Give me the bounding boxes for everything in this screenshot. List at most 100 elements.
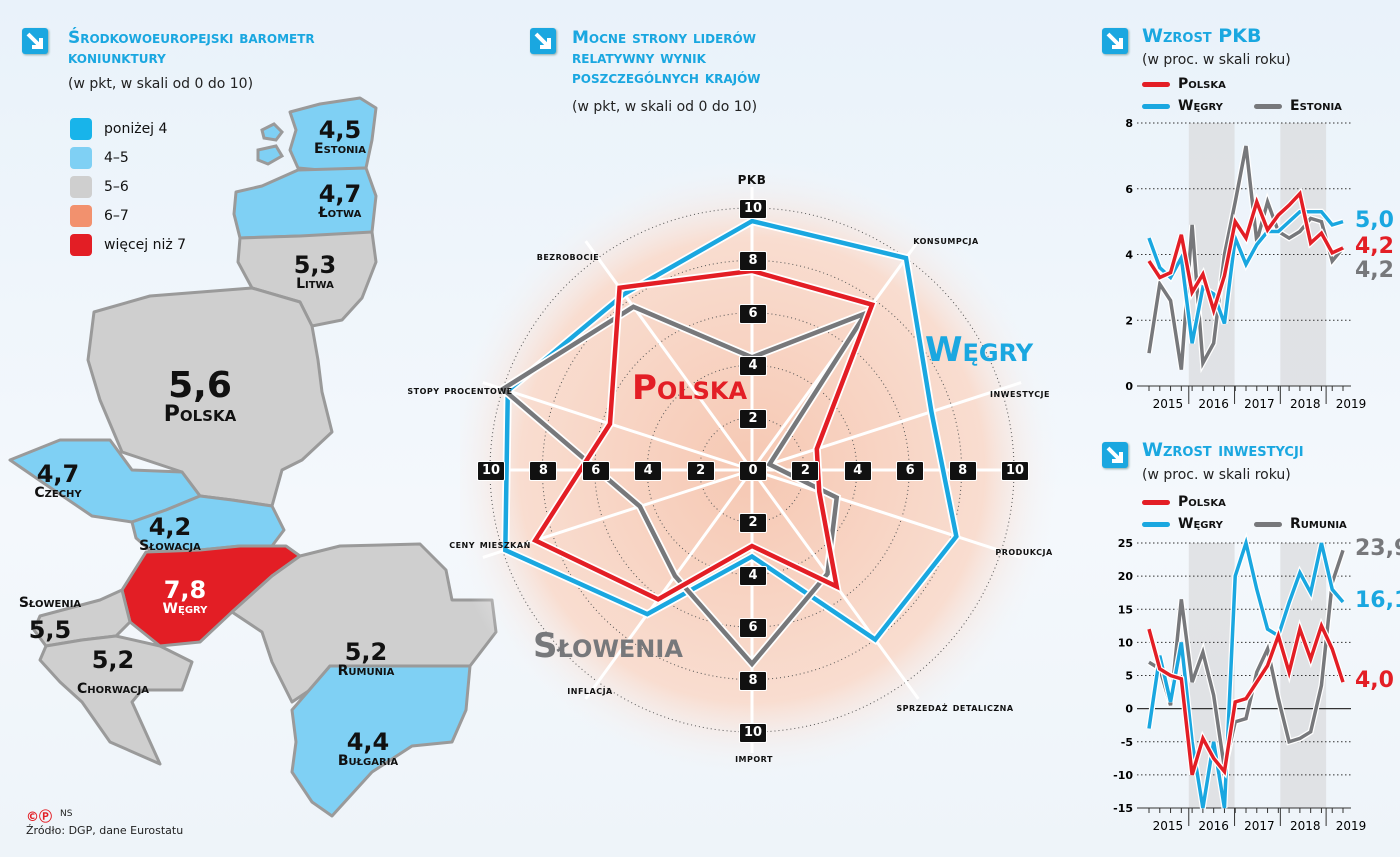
country-value: 4,5 xyxy=(318,116,362,144)
country-label: 5,2 Rumunia xyxy=(306,640,426,678)
radar-spoke xyxy=(751,468,1022,559)
country-name: Rumunia xyxy=(337,663,395,679)
country-value: 5,2 xyxy=(91,646,135,674)
country-chorwacja xyxy=(38,634,194,766)
x-tick-label: 2016 xyxy=(1198,819,1229,833)
x-tick-label: 2019 xyxy=(1336,397,1367,411)
legend-swatch xyxy=(70,176,92,198)
radar-tick-label: 4 xyxy=(843,461,872,481)
end-value-label: 4,2 xyxy=(1355,233,1394,259)
legend-item: 5–6 xyxy=(70,176,129,198)
x-tick-label: 2018 xyxy=(1290,819,1321,833)
country-value: 4,7 xyxy=(36,460,80,488)
legend-label: 6–7 xyxy=(104,208,129,224)
country-name: Bułgaria xyxy=(337,753,399,769)
country-label: 4,7 Czechy xyxy=(0,462,118,500)
line-series-polska xyxy=(1147,621,1345,776)
arrow-icon xyxy=(530,28,556,54)
line-series-rumunia xyxy=(1148,549,1345,769)
map-title: Środkowoeuropejski barometr koniunktury xyxy=(68,28,315,68)
radar-axis-label: konsumpcja xyxy=(913,233,979,247)
radar-spoke xyxy=(482,381,753,472)
map-subtitle: (w pkt, w skali od 0 do 10) xyxy=(68,76,254,92)
country-label: 5,6 Polska xyxy=(140,368,260,426)
country-name: Węgry xyxy=(162,601,208,617)
line-series-węgry xyxy=(1147,536,1345,809)
source-note: Źródło: DGP, dane Eurostatu xyxy=(26,824,184,837)
legend-label: więcej niż 7 xyxy=(104,237,187,253)
radar-tick-label: 2 xyxy=(739,408,767,429)
gdp-chart-subtitle: (w proc. w skali roku) xyxy=(1142,52,1291,68)
radar-tick-label: 4 xyxy=(739,356,767,377)
gdp-chart: 8 6 4 2 0 2015 2016 2017 2018 2019 xyxy=(1125,117,1367,411)
radar-tick-label: 2 xyxy=(739,513,767,534)
radar-axis-label: inflacja xyxy=(567,683,613,697)
radar-spoke xyxy=(751,381,1022,472)
legend-entry: Estonia xyxy=(1254,98,1342,114)
country-value: 4,2 xyxy=(148,513,192,541)
legend-line-icon xyxy=(1142,103,1170,109)
x-tick-label: 2017 xyxy=(1244,819,1275,833)
x-tick-label: 2015 xyxy=(1153,397,1184,411)
legend-item: 6–7 xyxy=(70,205,129,227)
map-title-line2: koniunktury xyxy=(68,48,166,68)
country-label: 4,7 Łotwa xyxy=(280,182,400,220)
legend-line-icon xyxy=(1254,521,1282,527)
legend-label: poniżej 4 xyxy=(104,121,168,137)
legend-swatch xyxy=(70,147,92,169)
country-name: Słowenia xyxy=(18,595,82,611)
legend-label: Polska xyxy=(1178,76,1226,92)
radar-tick-label: 2 xyxy=(686,461,715,481)
radar-tick-label: 10 xyxy=(739,199,767,219)
country-name: Polska xyxy=(163,402,237,427)
country-słowacja xyxy=(130,494,286,554)
country-label: 5,3 Litwa xyxy=(255,253,375,291)
country-name: Słowacja xyxy=(139,538,201,554)
end-value-label: 16,1 xyxy=(1355,587,1400,613)
country-name: Chorwacja xyxy=(77,681,149,697)
legend-label: Rumunia xyxy=(1290,516,1347,532)
y-tick-label: -10 xyxy=(1113,769,1133,782)
radar-tick-label: 8 xyxy=(739,251,767,272)
map xyxy=(8,96,498,818)
investment-chart-subtitle: (w proc. w skali roku) xyxy=(1142,467,1291,483)
legend-label: 4–5 xyxy=(104,150,129,166)
country-litwa xyxy=(236,230,378,328)
legend-entry: Rumunia xyxy=(1254,516,1347,532)
radar-axis-label: PKB xyxy=(737,173,767,187)
country-label: 4,4 Bułgaria xyxy=(308,730,428,768)
legend-item: więcej niż 7 xyxy=(70,234,186,256)
country-polska xyxy=(86,286,334,508)
y-tick-label: 0 xyxy=(1125,703,1133,716)
y-tick-label: -15 xyxy=(1113,802,1133,815)
arrow-icon xyxy=(22,28,48,54)
country-label: 4,5 Estonia xyxy=(280,118,400,156)
legend-entry: Polska xyxy=(1142,494,1226,510)
investment-chart-title: Wzrost inwestycji xyxy=(1142,439,1304,461)
legend-label: Estonia xyxy=(1290,98,1342,114)
y-tick-label: 4 xyxy=(1125,249,1133,262)
legend-line-icon xyxy=(1142,521,1170,527)
x-tick-label: 2016 xyxy=(1198,397,1229,411)
country-value: 5,5 xyxy=(28,616,72,644)
y-tick-label: 10 xyxy=(1118,636,1134,649)
line-series-węgry xyxy=(1147,210,1344,344)
country-rumunia xyxy=(230,542,498,704)
radar-title: Mocne strony liderów relatywny wynik pos… xyxy=(572,28,761,88)
end-value-label: 5,0 xyxy=(1355,207,1394,233)
y-tick-label: 6 xyxy=(1125,183,1133,196)
estonia-islands xyxy=(256,122,285,166)
line-series-polska xyxy=(1147,190,1344,317)
radar-title-line3: poszczególnych krajów xyxy=(572,68,761,88)
country-value: 5,6 xyxy=(168,365,232,406)
radar-subtitle: (w pkt, w skali od 0 do 10) xyxy=(572,99,758,115)
country-label: 5,2 Chorwacja xyxy=(53,648,173,696)
author-credit: NS xyxy=(60,809,73,819)
series-label-slowenia: Słowenia xyxy=(533,626,683,666)
country-value: 7,8 xyxy=(163,576,207,604)
radar-tick-label: 6 xyxy=(581,461,610,481)
radar-tick-label: 10 xyxy=(1001,461,1029,481)
country-name: Estonia xyxy=(314,141,366,157)
legend-label: Węgry xyxy=(1178,98,1223,114)
end-value-label: 4,2 xyxy=(1355,257,1394,283)
